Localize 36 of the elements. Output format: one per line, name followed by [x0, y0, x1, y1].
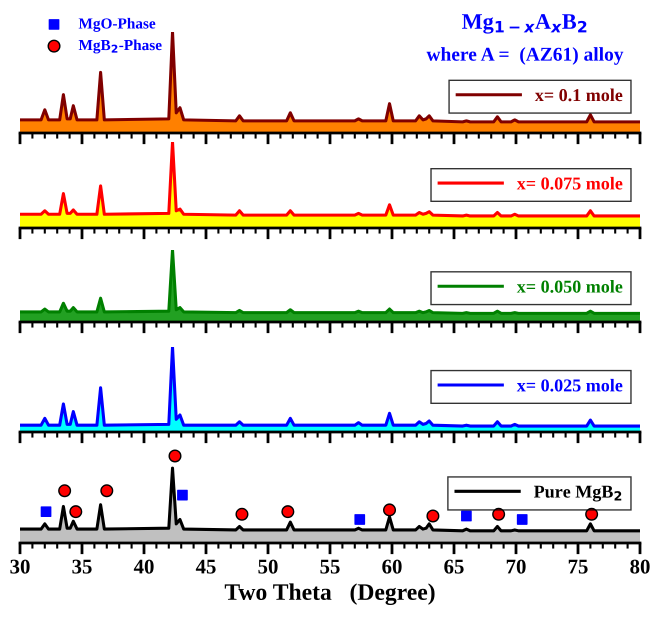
point: [58, 484, 72, 498]
legend-label: Pure MgB$_{2}$: [534, 486, 622, 502]
x-tick-label: 55: [320, 560, 340, 574]
x-tick-label: 75: [568, 560, 588, 574]
point: [585, 508, 598, 521]
x-axis-title: Two Theta (Degree): [224, 583, 435, 606]
x-tick-label: 65: [444, 560, 464, 574]
point: [40, 506, 52, 518]
point: [281, 505, 294, 518]
text: where A = (AZ61) alloy: [426, 47, 624, 65]
point: [354, 514, 366, 525]
point: [426, 510, 440, 523]
point: [492, 508, 506, 521]
x-tick-label: 35: [72, 560, 92, 574]
x-tick-label: 45: [196, 560, 216, 574]
point: [100, 484, 114, 498]
point: [461, 510, 472, 522]
legend-label: MgO-Phase: [78, 18, 156, 32]
point: [516, 514, 528, 525]
point: [69, 505, 82, 518]
x-tick-label: 50: [258, 560, 278, 574]
point: [177, 490, 188, 501]
x-tick-label: 70: [506, 560, 526, 574]
x-tick-label: 60: [382, 560, 402, 574]
point: [383, 503, 396, 516]
point: [235, 508, 248, 521]
legend-label: x= 0.050 mole: [516, 280, 622, 293]
legend-label: x= 0.025 mole: [516, 378, 622, 392]
point: [168, 449, 182, 463]
chart-title: Mg$_{1−x}$A$_{x}$B$_{2}$: [462, 14, 586, 34]
legend-label: x= 0.075 mole: [516, 176, 622, 190]
x-tick-label: 30: [10, 560, 30, 574]
legend-label: x= 0.1 mole: [534, 88, 622, 102]
x-tick-label: 80: [630, 560, 650, 574]
legend-label: MgB$_{2}$-Phase: [78, 39, 162, 54]
x-tick-label: 40: [134, 560, 154, 574]
